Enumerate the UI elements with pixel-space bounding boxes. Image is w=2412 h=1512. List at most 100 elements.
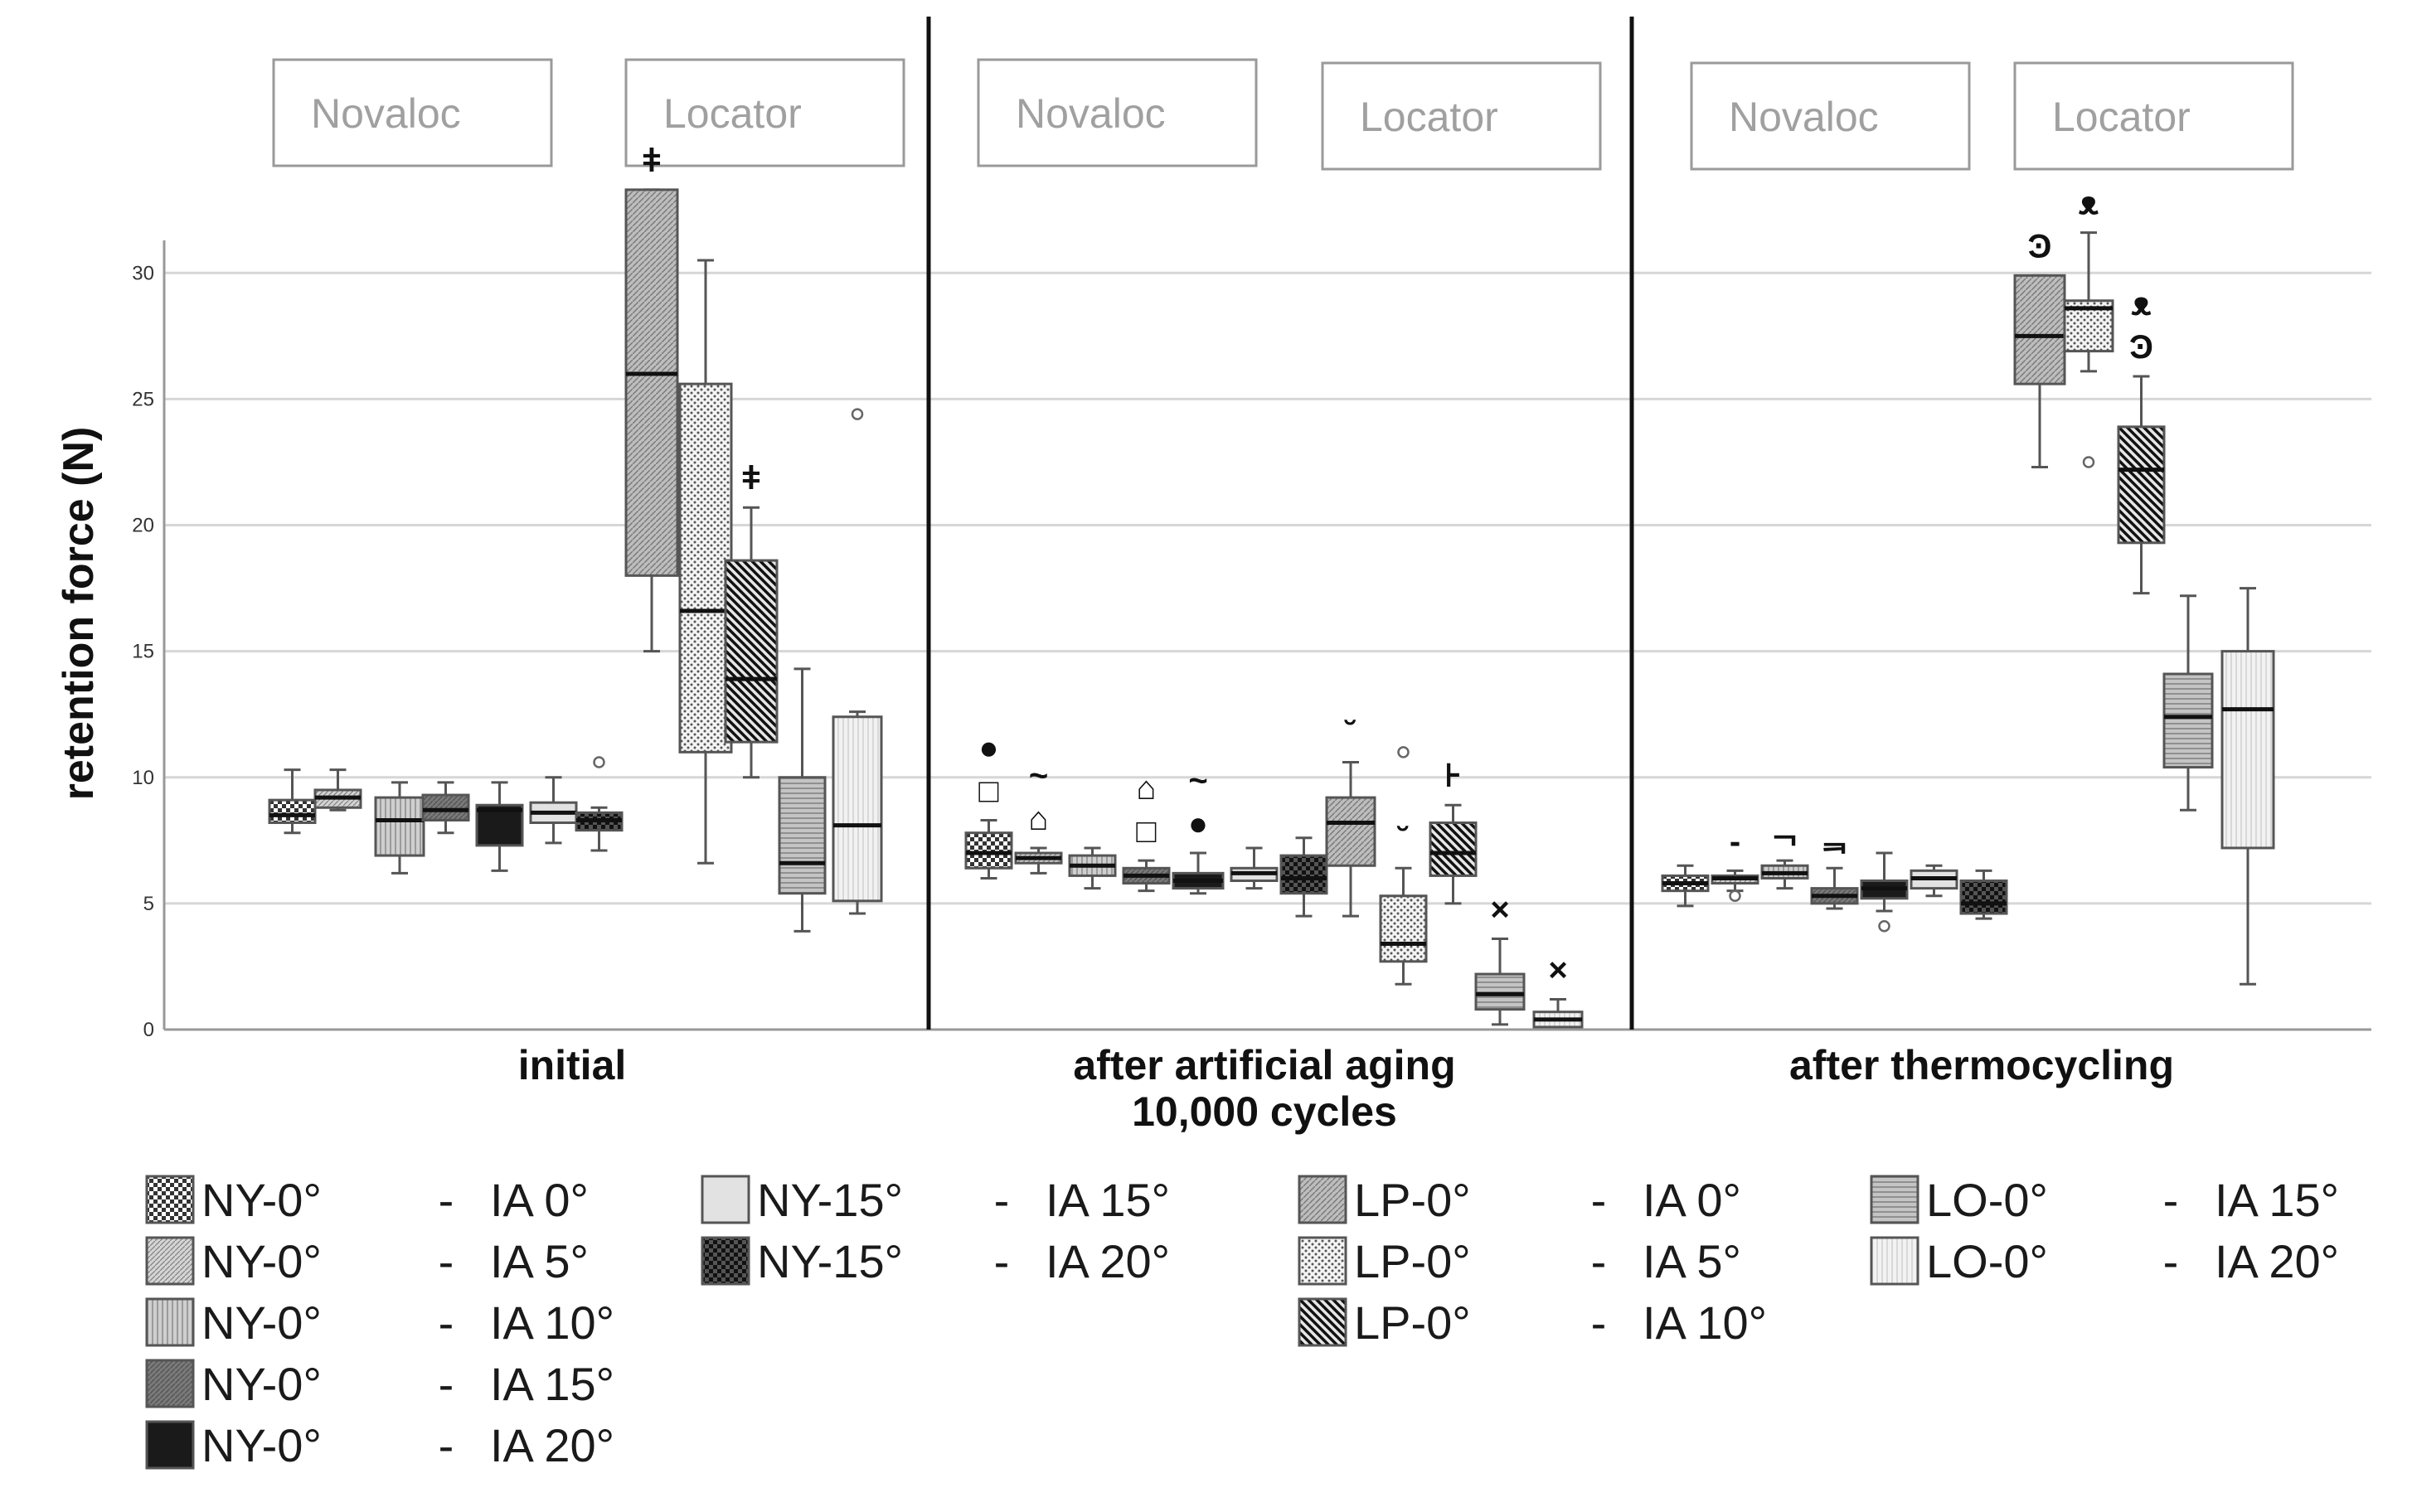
box — [421, 793, 470, 821]
box-group — [1325, 761, 1376, 918]
legend-name: LP-0° — [1354, 1296, 1471, 1349]
box-group — [1122, 859, 1171, 893]
group-label: Novaloc — [311, 90, 461, 137]
significance-marker: □ — [1136, 813, 1156, 850]
significance-marker: ᴥ — [2131, 286, 2152, 322]
group-label: Novaloc — [1729, 94, 1879, 140]
grid-lines — [164, 271, 2371, 1031]
significance-marker: ⌂ — [1136, 770, 1156, 807]
panel-sublabel: 10,000 cycles — [1132, 1088, 1397, 1135]
legend-name: LO-0° — [1926, 1234, 2048, 1287]
box-group — [374, 781, 425, 875]
significance-marker: ~ — [1029, 758, 1048, 794]
significance-marker: ~ — [1188, 763, 1207, 799]
box-group — [1279, 836, 1328, 918]
legend-swatch-icon — [1298, 1175, 1347, 1224]
legend-swatch-icon — [145, 1420, 195, 1470]
box-group — [475, 781, 524, 872]
legend-column: LP-0° - IA 0° LP-0° - IA 5° LP-0° - IA 1… — [1298, 1169, 1767, 1353]
legend-item: NY-0° - IA 20° — [145, 1414, 614, 1476]
legend-name: LO-0° — [1926, 1173, 2048, 1226]
box-group — [1474, 937, 1526, 1026]
significance-marker: ⌂ — [1028, 801, 1048, 837]
legend-item: LP-0° - IA 10° — [1298, 1292, 1767, 1353]
plot-area — [268, 188, 2275, 1031]
box — [2162, 672, 2214, 769]
significance-marker: ᆿ — [1819, 821, 1850, 857]
legend-name: NY-0° — [201, 1173, 322, 1226]
outlier-point — [2082, 456, 2095, 468]
box-group — [1379, 746, 1428, 986]
legend-swatch-icon — [145, 1359, 195, 1408]
box-group — [1014, 846, 1063, 875]
legend-swatch-icon — [1298, 1236, 1347, 1286]
box — [724, 559, 779, 744]
significance-marker: Ͽ — [2129, 329, 2153, 366]
legend-dash: - — [1590, 1173, 1607, 1226]
box — [624, 188, 679, 577]
box-group — [421, 781, 470, 835]
legend-ia: IA 15° — [2215, 1173, 2340, 1226]
y-tick-label: 30 — [132, 262, 154, 284]
box-group — [313, 768, 362, 812]
significance-marker: ● — [1188, 806, 1208, 842]
box-group — [678, 259, 733, 865]
legend-name: NY-15° — [757, 1234, 903, 1287]
legend-swatch-icon — [1870, 1236, 1919, 1286]
box — [832, 715, 883, 903]
box-group — [575, 756, 624, 852]
legend-ia: IA 15° — [1046, 1173, 1171, 1226]
box — [1379, 894, 1428, 963]
legend-item: LP-0° - IA 0° — [1298, 1169, 1767, 1230]
group-label-box — [2013, 61, 2294, 171]
y-tick-label: 0 — [143, 1019, 154, 1041]
legend-swatch-icon — [1870, 1175, 1919, 1224]
y-tick-label: 10 — [132, 767, 154, 789]
group-label: Locator — [663, 90, 802, 137]
box-group — [1860, 851, 1909, 933]
legend-name: NY-0° — [201, 1234, 322, 1287]
box — [1474, 972, 1526, 1011]
significance-marker: ˘ — [1343, 715, 1356, 752]
outlier-point — [851, 408, 864, 420]
legend-swatch-icon — [701, 1175, 750, 1224]
box — [778, 776, 827, 895]
group-label-box — [624, 58, 905, 167]
group-label-box — [977, 58, 1258, 167]
group-label: Locator — [1360, 94, 1498, 140]
legend-dash: - — [438, 1234, 454, 1287]
box-group — [1760, 859, 1809, 890]
legend-dash: - — [2162, 1234, 2179, 1287]
legend-name: NY-0° — [201, 1418, 322, 1471]
box-group — [2013, 274, 2066, 469]
legend-dash: - — [993, 1173, 1010, 1226]
legend-dash: - — [438, 1296, 454, 1349]
significance-marker: Ͽ — [2028, 228, 2052, 264]
legend-item: NY-15° - IA 20° — [701, 1230, 1170, 1292]
legend-name: NY-15° — [757, 1173, 903, 1226]
box — [964, 831, 1013, 870]
y-tick-label: 15 — [132, 641, 154, 663]
panel-label: after artificial aging — [1073, 1042, 1455, 1088]
box-group — [1910, 864, 1958, 898]
box — [678, 382, 733, 754]
legend-column: NY-0° - IA 0° NY-0° - IA 5° NY-0° - IA 1… — [145, 1169, 614, 1476]
box — [1325, 796, 1376, 867]
legend-swatch-icon — [145, 1175, 195, 1224]
legend-item: NY-0° - IA 15° — [145, 1353, 614, 1414]
box-group — [964, 818, 1013, 880]
legend-ia: IA 0° — [490, 1173, 589, 1226]
box — [268, 798, 317, 825]
box — [2117, 425, 2166, 545]
box — [374, 796, 425, 857]
box — [2013, 274, 2066, 385]
legend-item: NY-0° - IA 10° — [145, 1292, 614, 1353]
chart-labels: 0 5 10 15 20 25 30 retention force (N) Novaloc Lo… — [55, 17, 2371, 1135]
legend-name: NY-0° — [201, 1296, 322, 1349]
box-group — [832, 408, 883, 915]
box — [1959, 879, 2008, 915]
y-tick-label: 25 — [132, 388, 154, 410]
significance-marker: × — [1548, 952, 1567, 988]
panel-label: after thermocycling — [1789, 1042, 2174, 1088]
legend-dash: - — [438, 1418, 454, 1471]
